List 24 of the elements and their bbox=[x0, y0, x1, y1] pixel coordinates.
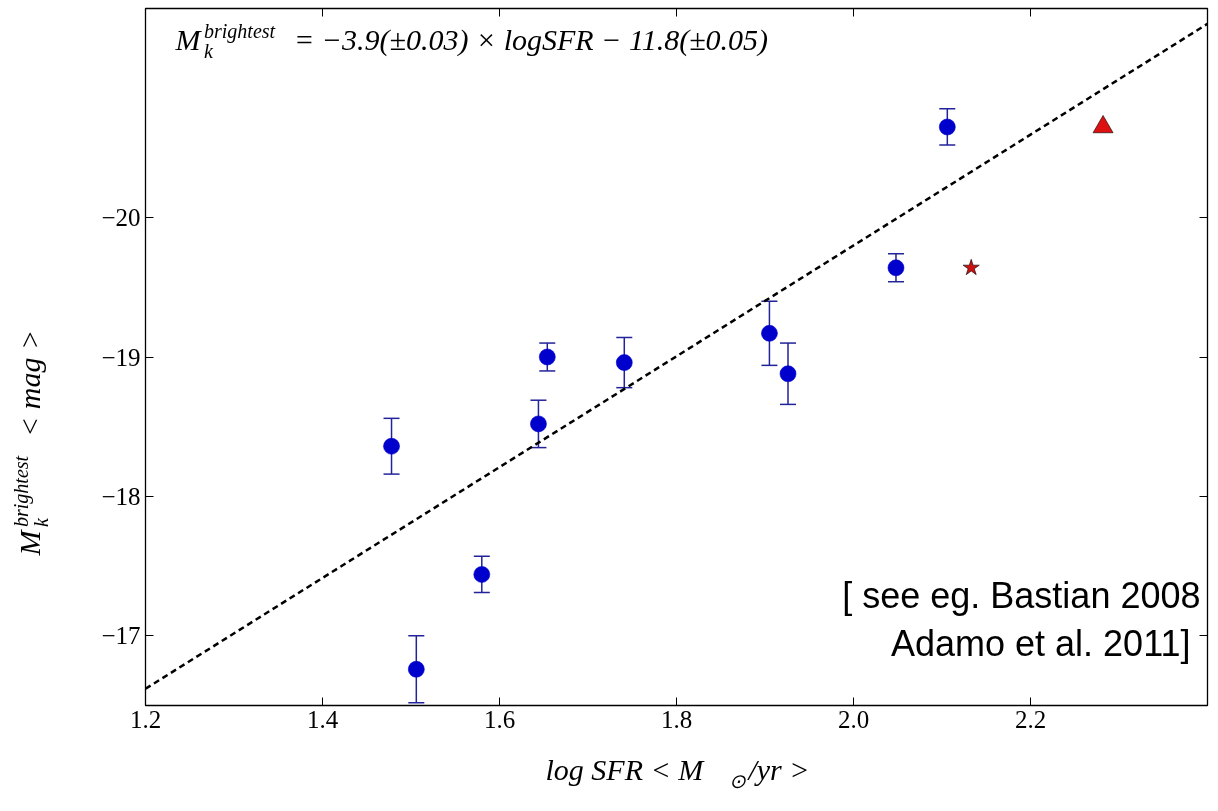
y-tick-label: −17 bbox=[101, 622, 141, 650]
point bbox=[761, 325, 778, 342]
point bbox=[408, 660, 425, 678]
point bbox=[939, 118, 956, 136]
point bbox=[383, 437, 400, 455]
x-tick-label: 1.2 bbox=[129, 705, 162, 733]
x-tick-label: 1.8 bbox=[660, 705, 693, 733]
y-tick-label: −18 bbox=[101, 482, 141, 510]
point bbox=[962, 258, 980, 275]
y-tick-label: −20 bbox=[101, 204, 141, 232]
x-tick-label: 2.2 bbox=[1014, 705, 1047, 733]
x-tick-label: 2.0 bbox=[837, 705, 870, 733]
x-tick-label: 1.6 bbox=[483, 705, 516, 733]
annotation: [ see eg. Bastian 2008 Adamo et al. 2011] bbox=[842, 574, 1201, 664]
y-axis-title: Mkbrightest < mag > bbox=[10, 329, 53, 557]
point bbox=[538, 348, 556, 366]
point bbox=[473, 566, 491, 583]
point bbox=[530, 415, 547, 433]
x-axis-title: log SFR < M⊙/yr > bbox=[545, 752, 810, 793]
point bbox=[779, 365, 797, 383]
point bbox=[615, 354, 633, 371]
y-tick-label: −19 bbox=[101, 343, 141, 371]
point bbox=[887, 259, 905, 277]
x-tick-label: 1.4 bbox=[306, 705, 339, 733]
